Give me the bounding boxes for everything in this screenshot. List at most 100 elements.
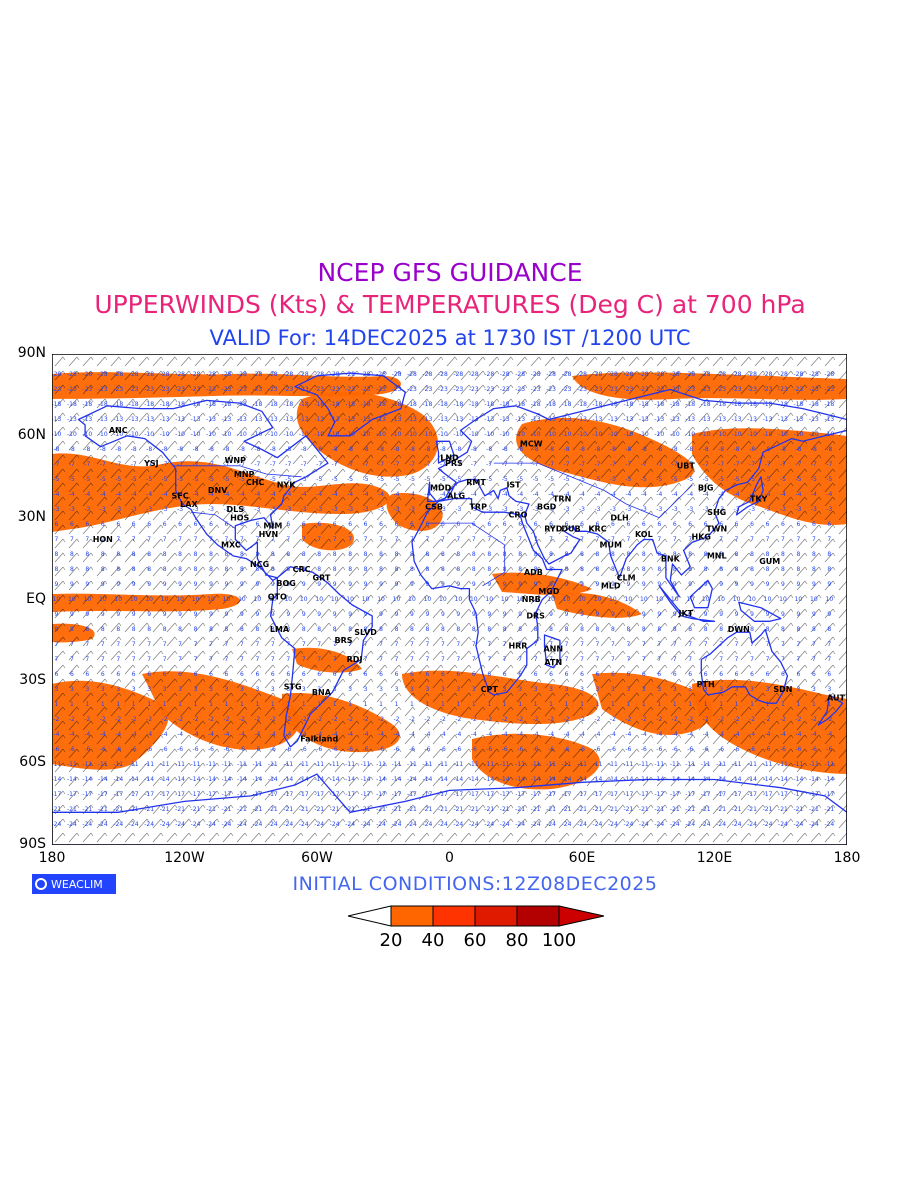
- station-label: HON: [93, 535, 113, 544]
- lat-label: EQ: [26, 590, 46, 607]
- temperature-value: -3: [548, 506, 554, 513]
- temperature-value: 7: [781, 641, 785, 648]
- temperature-value: -6: [795, 746, 801, 753]
- temperature-value: -3: [285, 506, 291, 513]
- lat-label: 90N: [17, 345, 46, 361]
- temperature-value: 1: [85, 701, 89, 708]
- temperature-value: -14: [67, 776, 77, 783]
- temperature-value: 7: [797, 641, 801, 648]
- temperature-value: -10: [701, 431, 711, 438]
- temperature-value: 1: [178, 701, 182, 708]
- temperature-value: 7: [194, 641, 198, 648]
- temperature-value: -3: [100, 506, 106, 513]
- temperature-value: -11: [546, 761, 556, 768]
- temperature-value: -3: [486, 506, 492, 513]
- temperature-value: 9: [518, 611, 522, 618]
- temperature-value: -14: [732, 776, 742, 783]
- temperature-value: -2: [486, 716, 492, 723]
- temperature-value: -6: [424, 746, 430, 753]
- temperature-value: -10: [608, 431, 618, 438]
- temperature-value: -10: [577, 431, 587, 438]
- temperature-value: -2: [765, 716, 771, 723]
- temperature-value: -13: [732, 416, 742, 423]
- temperature-value: -4: [718, 491, 724, 498]
- temperature-value: -4: [69, 731, 75, 738]
- temperature-value: 7: [101, 656, 105, 663]
- temperature-value: 7: [766, 656, 770, 663]
- colorbar-label: 20: [379, 930, 403, 951]
- temperature-value: 6: [132, 671, 136, 678]
- temperature-value: -23: [593, 386, 603, 393]
- temperature-value: 8: [116, 551, 120, 558]
- temperature-value: 8: [333, 626, 337, 633]
- temperature-value: -3: [749, 506, 755, 513]
- temperature-value: -7: [409, 461, 415, 468]
- temperature-value: 1: [750, 701, 754, 708]
- station-label: CHC: [246, 478, 265, 487]
- temperature-value: -6: [734, 746, 740, 753]
- temperature-value: 7: [410, 656, 414, 663]
- temperature-value: 8: [379, 551, 383, 558]
- country-border: [191, 511, 236, 529]
- temperature-value: 7: [472, 641, 476, 648]
- temperature-value: 6: [240, 521, 244, 528]
- temperature-value: -10: [345, 431, 355, 438]
- temperature-value: 7: [750, 641, 754, 648]
- logo-text: WEACLIM: [51, 877, 103, 891]
- temperature-value: -5: [394, 476, 400, 483]
- temperature-value: 8: [348, 566, 352, 573]
- temperature-value: -4: [301, 491, 307, 498]
- temperature-value: 3: [101, 686, 105, 693]
- station-label: MNP: [234, 470, 255, 479]
- temperature-value: 7: [348, 656, 352, 663]
- temperature-value: -11: [778, 761, 788, 768]
- temperature-value: 9: [626, 611, 630, 618]
- temperature-value: -11: [314, 761, 324, 768]
- temperature-value: 6: [116, 521, 120, 528]
- temperature-value: 10: [485, 596, 493, 603]
- temperature-value: 9: [456, 611, 460, 618]
- temperature-value: -14: [484, 776, 494, 783]
- temperature-value: -6: [394, 746, 400, 753]
- temperature-value: 9: [348, 611, 352, 618]
- temperature-value: 3: [225, 686, 229, 693]
- temperature-value: -4: [131, 491, 137, 498]
- temperature-value: 8: [225, 566, 229, 573]
- temperature-value: 9: [255, 611, 259, 618]
- temperature-value: 10: [145, 596, 153, 603]
- temperature-value: 7: [132, 536, 136, 543]
- temperature-value: -21: [191, 806, 201, 813]
- temperature-value: -17: [222, 791, 232, 798]
- temperature-value: -11: [577, 761, 587, 768]
- temperature-value: -18: [824, 401, 834, 408]
- temperature-value: 10: [779, 596, 787, 603]
- temperature-value: 7: [240, 641, 244, 648]
- temperature-value: 1: [626, 701, 630, 708]
- temperature-value: -24: [593, 821, 603, 828]
- temperature-value: 7: [317, 656, 321, 663]
- temperature-value: 7: [286, 641, 290, 648]
- temperature-value: -23: [407, 386, 417, 393]
- temperature-value: 7: [255, 656, 259, 663]
- temperature-value: 8: [580, 551, 584, 558]
- temperature-value: 9: [565, 611, 569, 618]
- temperature-value: -14: [794, 776, 804, 783]
- temperature-value: 8: [472, 566, 476, 573]
- temperature-value: -4: [223, 731, 229, 738]
- temperature-value: 1: [611, 701, 615, 708]
- temperature-value: -6: [749, 746, 755, 753]
- temperature-value: -4: [533, 491, 539, 498]
- temperature-value: -13: [562, 416, 572, 423]
- temperature-value: -28: [113, 371, 123, 378]
- temperature-value: 10: [547, 596, 555, 603]
- temperature-value: -23: [577, 386, 587, 393]
- temperature-value: 1: [719, 701, 723, 708]
- temperature-value: -2: [795, 716, 801, 723]
- temperature-value: 8: [225, 551, 229, 558]
- temperature-value: 7: [240, 656, 244, 663]
- temperature-value: 9: [797, 581, 801, 588]
- temperature-value: 9: [827, 581, 831, 588]
- temperature-value: -4: [177, 731, 183, 738]
- temperature-value: -7: [826, 461, 832, 468]
- temperature-value: -2: [270, 716, 276, 723]
